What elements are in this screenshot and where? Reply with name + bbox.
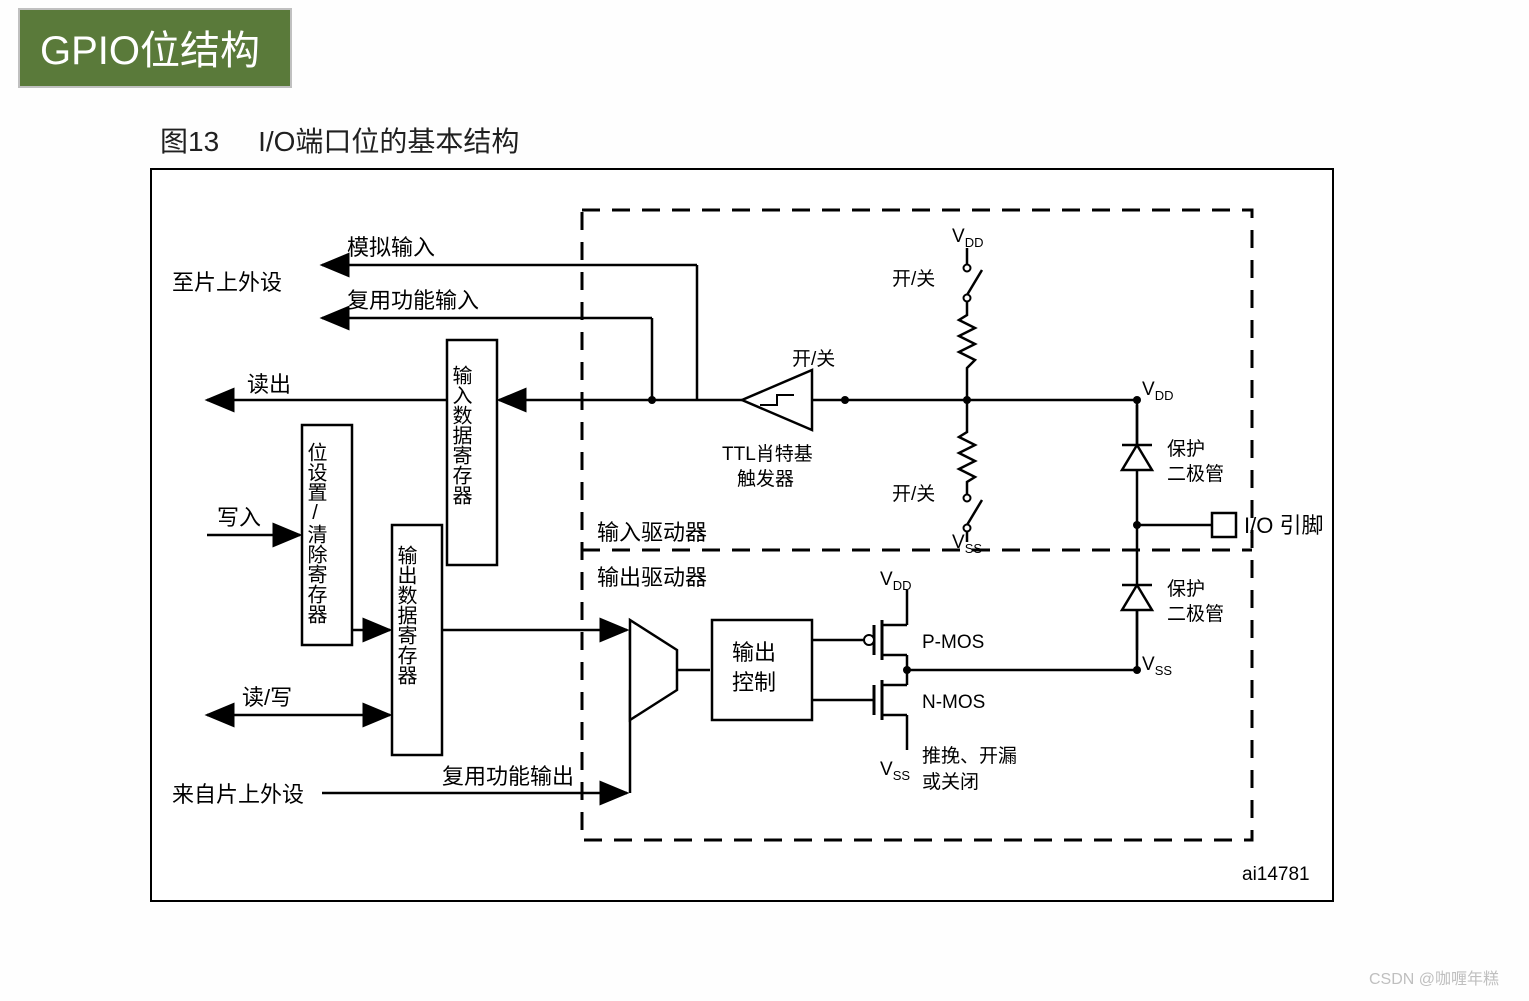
af-input-label: 复用功能输入 (347, 288, 479, 313)
input-driver-label: 输入驱动器 (597, 520, 707, 545)
pd-sw-t (964, 495, 971, 502)
nmos-vss: VSS (880, 759, 910, 783)
upper-protection-diode (1122, 405, 1152, 470)
pulldown-resistor (959, 400, 975, 495)
diode-vss: VSS (1142, 654, 1172, 678)
tap-afin-node (648, 396, 656, 404)
pu-sw-t (964, 265, 971, 272)
nmos-symbol (874, 670, 907, 750)
io-node-top (1133, 396, 1141, 404)
schmitt-trigger (742, 370, 812, 430)
pulldown-onoff: 开/关 (892, 483, 935, 505)
ttl-label: TTL肖特基 (722, 443, 813, 465)
pmos-symbol (864, 590, 907, 670)
bitset-reg-label: 位设置/清除寄存器 (304, 442, 327, 624)
analog-input-label: 模拟输入 (347, 235, 435, 260)
io-pin-label: I/O 引脚 (1244, 513, 1323, 538)
diode2b-label: 二极管 (1167, 603, 1224, 625)
io-node-bot (1133, 666, 1141, 674)
diagram-frame: 输入驱动器 输出驱动器 输入数据寄存器 位设置/清除寄存器 输出数据寄存器 输出… (150, 168, 1334, 902)
schmitt-onoff: 开/关 (792, 348, 835, 370)
out-ctrl-2: 控制 (732, 670, 776, 695)
diode-vdd: VDD (1142, 379, 1173, 403)
output-mux (630, 620, 677, 720)
figure-label: 图13 I/O端口位的基本结构 (160, 120, 519, 160)
pu-sw-b (964, 295, 971, 302)
from-peripheral-label: 来自片上外设 (172, 782, 304, 807)
pu-sw-arm (967, 270, 982, 295)
pmos-label: P-MOS (922, 632, 984, 653)
output-data-reg-label: 输出数据寄存器 (394, 545, 417, 685)
af-output-label: 复用功能输出 (442, 764, 574, 789)
figure-number: 图13 (160, 126, 219, 157)
diode1a-label: 保护 (1167, 438, 1205, 460)
rw-label: 读/写 (242, 685, 292, 710)
output-driver-label: 输出驱动器 (597, 565, 707, 590)
pmos-vdd: VDD (880, 569, 911, 593)
figure-ref: ai14781 (1242, 864, 1310, 885)
title-banner: GPIO位结构 (18, 8, 292, 88)
nmos-label: N-MOS (922, 692, 985, 713)
mode-label-1: 推挽、开漏 (922, 745, 1017, 767)
to-peripheral-label: 至片上外设 (172, 270, 282, 295)
pullup-vdd: VDD (952, 226, 983, 250)
watermark: CSDN @咖喱年糕 (1369, 965, 1499, 989)
out-ctrl-1: 输出 (732, 640, 776, 665)
io-pin-box (1212, 513, 1236, 537)
figure-title: I/O端口位的基本结构 (258, 126, 519, 157)
pullup-resistor (959, 302, 975, 400)
pd-sw-arm (967, 500, 982, 525)
input-data-reg-label: 输入数据寄存器 (449, 365, 472, 505)
read-label: 读出 (247, 372, 291, 397)
circuit-diagram: 输入驱动器 输出驱动器 输入数据寄存器 位设置/清除寄存器 输出数据寄存器 输出… (152, 170, 1332, 900)
write-label: 写入 (217, 505, 261, 530)
mode-label-2: 或关闭 (922, 771, 979, 793)
diode2a-label: 保护 (1167, 578, 1205, 600)
trigger-label: 触发器 (737, 468, 794, 490)
pullup-onoff: 开/关 (892, 268, 935, 290)
pd-sw-b (964, 525, 971, 532)
title-text: GPIO位结构 (40, 29, 260, 73)
diode1b-label: 二极管 (1167, 463, 1224, 485)
lower-protection-diode (1122, 585, 1152, 650)
